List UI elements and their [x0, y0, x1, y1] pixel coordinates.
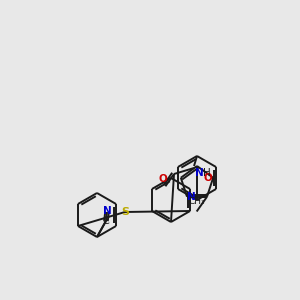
Text: O: O [204, 173, 212, 183]
Text: O: O [158, 174, 167, 184]
Text: S: S [121, 207, 129, 217]
Text: C: C [103, 216, 110, 226]
Text: H: H [203, 168, 211, 178]
Text: N: N [195, 168, 204, 178]
Text: N: N [187, 192, 195, 202]
Text: CH₃: CH₃ [188, 197, 205, 206]
Text: N: N [103, 206, 111, 216]
